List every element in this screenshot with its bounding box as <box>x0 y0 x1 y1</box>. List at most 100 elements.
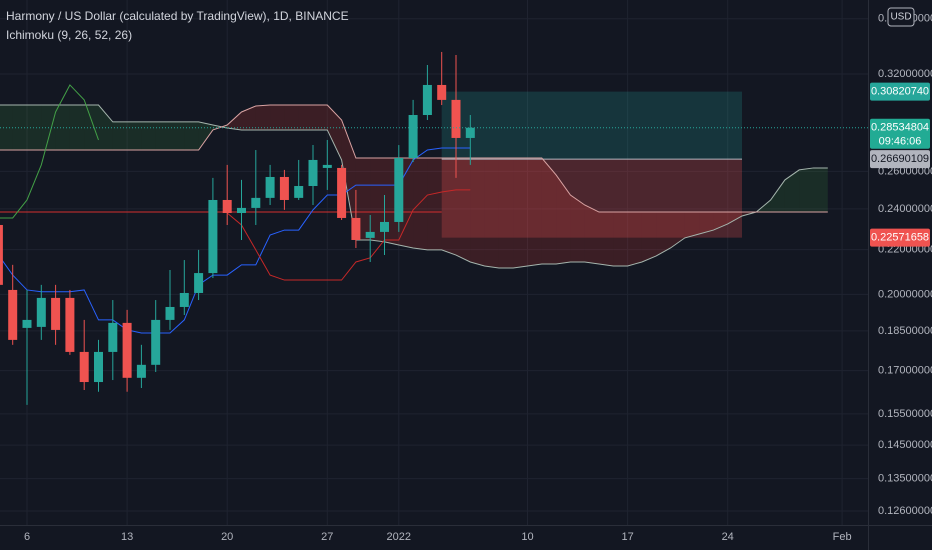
price-badge <box>870 82 930 101</box>
cloud <box>684 212 700 238</box>
candle-body <box>437 84 447 100</box>
candle-body <box>0 224 3 285</box>
cloud <box>584 204 599 264</box>
cloud <box>641 212 657 262</box>
cloud <box>570 195 585 262</box>
cloud <box>298 105 313 130</box>
cloud <box>127 121 142 151</box>
cloud <box>55 105 70 151</box>
cloud <box>313 105 328 130</box>
profit-zone <box>441 91 742 160</box>
x-tick-label: 13 <box>121 531 133 543</box>
candle-body <box>8 289 18 340</box>
x-tick-label: 6 <box>24 531 30 543</box>
price-scale <box>868 0 932 550</box>
candle-body <box>408 115 418 159</box>
x-tick-label: 24 <box>722 531 734 543</box>
cloud <box>69 105 85 151</box>
candle-body <box>279 176 289 200</box>
candle-body <box>322 164 332 168</box>
countdown: 09:46:06 <box>879 136 922 148</box>
cloud <box>727 212 742 224</box>
cloud <box>241 105 256 130</box>
candle-body <box>337 167 347 218</box>
cloud <box>541 158 557 264</box>
candle-body <box>179 292 189 307</box>
currency-button[interactable] <box>887 7 915 27</box>
price-badge-label: 0.28534804 <box>871 122 929 134</box>
x-tick-label: 17 <box>621 531 633 543</box>
cloud <box>784 169 800 213</box>
leading-span-a <box>0 104 828 269</box>
cloud <box>627 212 642 266</box>
candle-body <box>108 322 118 352</box>
cloud <box>599 212 614 266</box>
y-tick-label: 0.14500000 <box>878 439 932 451</box>
price-badge-label: 0.30820740 <box>871 86 929 98</box>
price-badge <box>870 150 930 169</box>
candle-body <box>208 199 218 274</box>
currency-label[interactable]: USD <box>890 12 911 23</box>
y-tick-label: 0.17000000 <box>878 364 932 376</box>
candle-body <box>136 364 146 378</box>
cloud <box>456 158 471 262</box>
candle-body <box>65 297 75 352</box>
candle-body <box>294 186 304 198</box>
x-tick-label: 10 <box>521 531 533 543</box>
indicator-line <box>0 147 471 334</box>
candle-body <box>237 207 246 214</box>
x-tick-label: 27 <box>321 531 333 543</box>
cloud <box>799 167 814 213</box>
cloud <box>470 158 485 266</box>
price-badge-label: 0.22571658 <box>871 232 929 244</box>
y-tick-label: 0.20000000 <box>878 288 932 300</box>
cloud <box>441 158 456 256</box>
candle-body <box>365 231 375 238</box>
candle-body <box>94 351 103 383</box>
cloud <box>12 105 27 151</box>
x-tick-label: 20 <box>221 531 233 543</box>
cloud <box>370 158 385 242</box>
y-tick-label: 0.32000000 <box>878 68 932 80</box>
candle-body <box>394 158 404 222</box>
indicator-line <box>226 189 471 281</box>
cloud <box>413 158 428 250</box>
cloud <box>198 121 213 151</box>
x-tick-label: 2022 <box>387 531 411 543</box>
candle-body <box>79 351 89 383</box>
cloud <box>284 105 299 130</box>
cloud <box>713 212 728 231</box>
cloud <box>670 212 685 248</box>
y-tick-label: 0.15500000 <box>878 408 932 420</box>
cloud <box>341 119 356 240</box>
candle-body <box>380 221 389 232</box>
time-scale <box>0 525 868 550</box>
cloud <box>155 121 170 151</box>
cloud <box>484 158 499 268</box>
cloud <box>770 179 785 213</box>
cloud <box>255 105 271 130</box>
cloud <box>227 111 242 130</box>
chart-title: Harmony / US Dollar (calculated by Tradi… <box>6 9 349 23</box>
candle-body <box>451 99 461 138</box>
candle-body <box>265 176 275 198</box>
loss-zone <box>441 159 742 238</box>
cloud <box>813 167 828 213</box>
candle-body <box>151 319 161 365</box>
candle-body <box>422 84 432 116</box>
candle-body <box>308 159 318 187</box>
cloud <box>184 121 199 151</box>
cloud <box>656 212 671 256</box>
candle-body <box>194 273 204 293</box>
candle-body <box>51 297 61 330</box>
indicator-title: Ichimoku (9, 26, 52, 26) <box>6 28 132 42</box>
cloud <box>498 158 514 268</box>
price-badge <box>870 228 930 247</box>
cloud <box>327 105 342 160</box>
cloud <box>141 121 156 151</box>
candle-body <box>122 322 132 378</box>
candle-body <box>165 306 175 320</box>
price-badge-label: 0.26690109 <box>871 153 929 165</box>
